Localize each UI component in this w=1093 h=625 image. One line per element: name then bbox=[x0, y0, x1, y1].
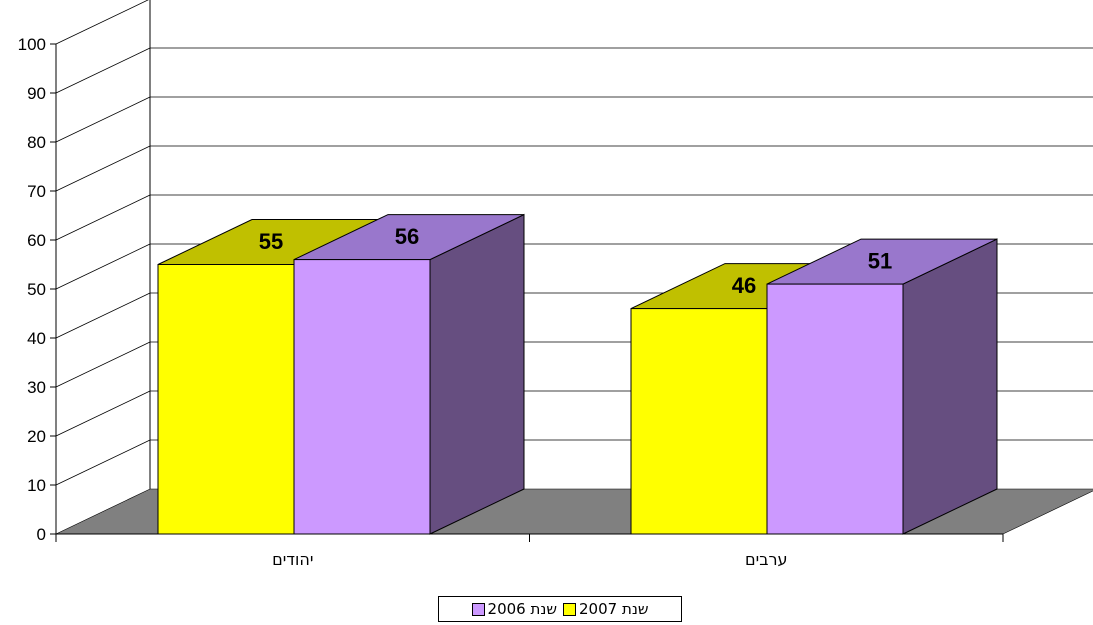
bar-2006-jews-side bbox=[429, 213, 525, 535]
y-tick-label: 10 bbox=[27, 476, 46, 495]
bar-2006-arabs bbox=[766, 283, 904, 535]
legend-label-2007: שנת 2007 bbox=[579, 600, 649, 618]
bar-2006-jews bbox=[293, 259, 431, 535]
gridline-diagonal bbox=[55, 47, 151, 94]
legend-label-2006: שנת 2006 bbox=[487, 600, 557, 618]
y-tick-label: 20 bbox=[27, 427, 46, 446]
y-tick-label: 40 bbox=[27, 329, 46, 348]
bars bbox=[157, 213, 998, 535]
y-tick-label: 30 bbox=[27, 378, 46, 397]
bar-2006-arabs-side bbox=[902, 238, 998, 535]
y-tick-label: 90 bbox=[27, 84, 46, 103]
gridline-diagonal bbox=[55, 145, 151, 192]
y-tick-label: 50 bbox=[27, 280, 46, 299]
gridline-diagonal bbox=[55, 194, 151, 241]
y-tick-label: 60 bbox=[27, 231, 46, 250]
y-tick-label: 0 bbox=[37, 525, 46, 544]
category-label: ערבים bbox=[745, 550, 788, 569]
legend-swatch-2007 bbox=[563, 602, 576, 616]
legend: שנת 2006 שנת 2007 bbox=[438, 596, 682, 622]
gridline-diagonal bbox=[55, 292, 151, 339]
data-label-bar-2007-jews: 55 bbox=[259, 229, 283, 254]
gridline-diagonal bbox=[55, 0, 149, 45]
bar-2007-arabs bbox=[630, 308, 768, 535]
bar-2007-jews bbox=[157, 264, 295, 535]
gridline-diagonal bbox=[55, 390, 151, 437]
data-labels: 55 56 46 51 bbox=[259, 224, 892, 298]
y-tick-label: 100 bbox=[18, 35, 46, 54]
gridline-diagonal bbox=[55, 439, 151, 486]
data-label-bar-2006-jews: 56 bbox=[395, 224, 419, 249]
x-axis: יהודים ערבים bbox=[55, 533, 1004, 569]
gridline-diagonal bbox=[55, 243, 151, 290]
data-label-bar-2006-arabs: 51 bbox=[868, 249, 892, 274]
gridline-diagonal bbox=[55, 96, 151, 143]
data-label-bar-2007-arabs: 46 bbox=[732, 273, 756, 298]
legend-swatch-2006 bbox=[471, 602, 485, 616]
y-tick-label: 70 bbox=[27, 182, 46, 201]
y-tick-label: 80 bbox=[27, 133, 46, 152]
y-axis: 0 10 20 30 40 50 60 70 80 90 100 bbox=[18, 35, 57, 544]
legend-item-2007: שנת 2007 bbox=[563, 600, 648, 618]
category-label: יהודים bbox=[272, 550, 313, 569]
gridline-diagonal bbox=[55, 341, 151, 388]
legend-item-2006: שנת 2006 bbox=[471, 600, 557, 618]
